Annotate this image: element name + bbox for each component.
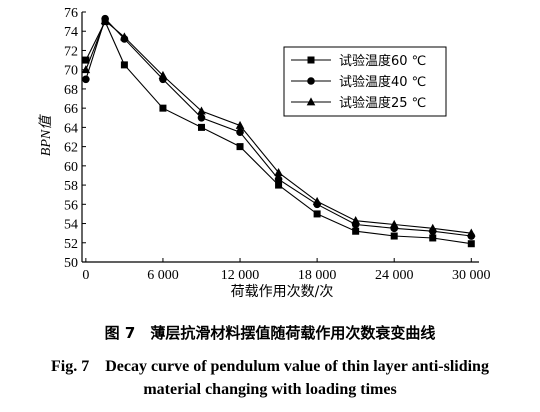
data-point-triangle — [197, 106, 206, 115]
y-tick-label: 64 — [64, 121, 78, 136]
figure-caption-en-line1: Fig. 7 Decay curve of pendulum value of … — [51, 358, 489, 375]
data-point-triangle — [158, 70, 168, 79]
data-point-triangle — [274, 167, 283, 176]
x-axis-ticks: 0 6 000 12 000 18 000 24 000 30 000 — [82, 258, 491, 283]
y-tick-label: 70 — [64, 64, 78, 79]
y-tick-label: 72 — [64, 44, 78, 59]
y-tick-label: 56 — [64, 198, 78, 213]
data-point-circle — [236, 128, 244, 136]
series-layer — [81, 14, 476, 248]
y-tick-label: 74 — [64, 25, 78, 40]
y-tick-label: 54 — [64, 218, 78, 233]
x-tick-label: 24 000 — [375, 268, 414, 283]
data-point-square — [82, 56, 90, 64]
series-line — [85, 19, 472, 234]
data-point-triangle — [81, 65, 91, 74]
data-point-square — [352, 227, 360, 235]
y-tick-label: 58 — [64, 179, 78, 194]
legend-marker-circle — [307, 77, 315, 85]
data-point-triangle — [351, 216, 360, 225]
data-point-square — [120, 61, 128, 69]
data-point-triangle — [466, 228, 476, 237]
figure-caption-en-line2: material changing with loading times — [143, 381, 397, 398]
chart: 50 52 54 56 58 60 62 64 66 68 70 72 74 76 0 6 000 12 00… — [38, 6, 491, 300]
x-tick-label: 6 000 — [147, 268, 179, 283]
y-tick-label: 66 — [64, 102, 78, 117]
x-tick-label: 12 000 — [221, 268, 260, 283]
data-point-circle — [197, 113, 206, 122]
x-tick-label: 30 000 — [452, 268, 491, 283]
legend-entry: 试验温度60 ℃ — [339, 53, 426, 69]
series-line — [85, 17, 472, 237]
y-tick-label: 68 — [64, 83, 78, 98]
legend-entry: 试验温度25 ℃ — [339, 95, 426, 111]
plot-axes — [81, 12, 479, 263]
data-point-square — [467, 240, 475, 248]
data-point-triangle — [389, 219, 399, 228]
legend-marker-square — [307, 56, 315, 64]
data-point-square — [236, 143, 244, 151]
x-tick-label: 18 000 — [298, 268, 337, 283]
data-point-square — [313, 210, 321, 218]
series-line — [85, 20, 472, 245]
data-point-triangle — [235, 120, 245, 129]
data-point-triangle — [120, 32, 129, 41]
y-tick-label: 50 — [64, 256, 78, 271]
data-point-triangle — [100, 16, 110, 25]
y-tick-label: 52 — [64, 237, 78, 252]
legend: 试验温度60 ℃ 试验温度40 ℃ 试验温度25 ℃ — [283, 46, 447, 117]
x-tick-label: 0 — [82, 268, 89, 283]
y-tick-label: 62 — [64, 141, 78, 156]
x-axis-title: 荷载作用次数/次 — [231, 284, 334, 300]
y-axis-ticks: 50 52 54 56 58 60 62 64 66 68 70 72 74 76 — [64, 6, 86, 271]
data-point-square — [390, 232, 398, 240]
legend-entry: 试验温度40 ℃ — [339, 74, 426, 90]
data-point-square — [159, 104, 167, 112]
legend-marker-triangle — [306, 97, 316, 106]
series-triangle — [81, 16, 476, 237]
data-point-circle — [82, 75, 90, 84]
data-point-circle — [274, 175, 283, 184]
data-point-triangle — [428, 223, 438, 232]
data-point-square — [275, 181, 283, 189]
data-point-square — [429, 234, 437, 242]
figure-caption-cn: 图 7 薄层抗滑材料摆值随荷载作用次数衰变曲线 — [104, 324, 436, 342]
y-tick-label: 60 — [64, 160, 78, 175]
data-point-triangle — [312, 196, 322, 205]
y-tick-label: 76 — [64, 6, 78, 21]
y-axis-title: BPN值 — [38, 114, 54, 156]
data-point-square — [197, 123, 205, 131]
